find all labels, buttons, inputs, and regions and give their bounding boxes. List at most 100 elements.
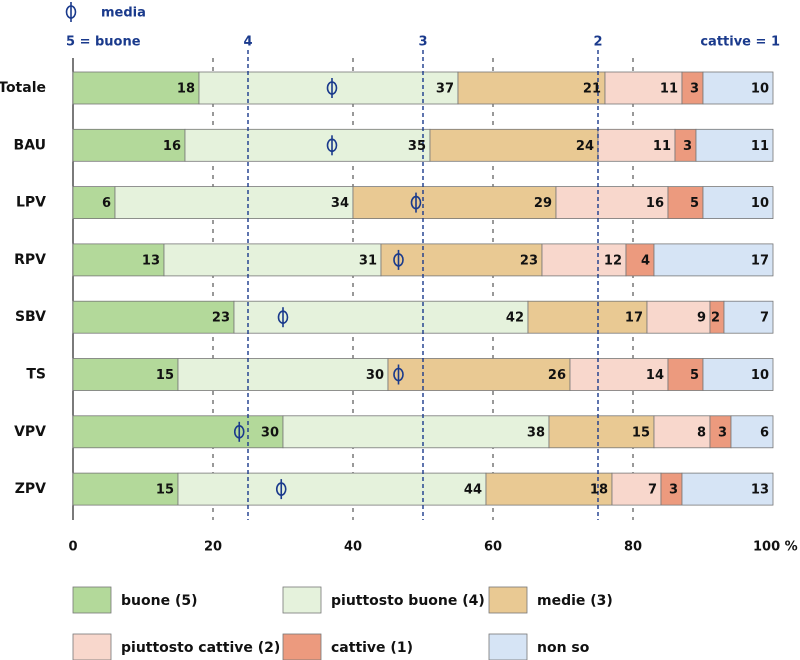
bar-segment: [72, 243, 165, 277]
value-label: 11: [660, 82, 678, 97]
mean-marker: [233, 421, 245, 442]
legend-label: buone (5): [121, 593, 197, 609]
grid-layer: [72, 58, 634, 520]
value-label: 6: [102, 196, 111, 211]
bar-segment: [457, 71, 606, 105]
bar-segment: [177, 358, 389, 391]
value-label: 38: [527, 425, 545, 440]
value-label: 13: [142, 253, 160, 268]
bar-segment: [72, 415, 284, 449]
category-label: ZPV: [15, 481, 46, 497]
legend-swatch: [72, 586, 112, 614]
x-tick-label: 100 %: [753, 540, 798, 555]
bar-segment: [72, 358, 179, 391]
bar-segment: [646, 300, 711, 334]
category-label: SBV: [15, 309, 46, 325]
value-label: 21: [583, 82, 601, 97]
bar-segment: [352, 186, 557, 220]
value-label: 8: [697, 425, 706, 440]
value-label: 17: [751, 253, 769, 268]
legend-label: cattive (1): [331, 640, 413, 656]
value-label: 7: [648, 483, 657, 498]
mean-marker: [277, 307, 289, 328]
mean-marker: [393, 249, 404, 270]
bar-segment: [730, 415, 774, 449]
bar-segment: [555, 186, 669, 220]
value-label: 17: [625, 311, 643, 326]
value-label: 3: [683, 139, 692, 154]
value-label: 2: [711, 311, 720, 326]
bar-segment: [72, 300, 235, 334]
bar-segment: [653, 243, 774, 277]
value-label: 3: [718, 425, 727, 440]
category-label: RPV: [14, 252, 46, 268]
bar-segment: [702, 358, 774, 391]
legend-swatch: [282, 586, 322, 614]
scale-line-label: 3: [418, 35, 427, 50]
value-label: 37: [436, 82, 454, 97]
category-label: VPV: [14, 424, 46, 440]
value-label: 42: [506, 311, 524, 326]
value-label: 11: [653, 139, 671, 154]
bar-segment: [72, 128, 186, 162]
legend-label: non so: [537, 640, 590, 656]
value-label: 11: [751, 139, 769, 154]
bars-layer: [72, 71, 774, 506]
bar-segment: [198, 71, 459, 105]
value-label: 10: [751, 196, 769, 211]
value-label: 16: [646, 196, 664, 211]
bar-segment: [702, 186, 774, 220]
legend-label: piuttosto cattive (2): [121, 640, 280, 656]
bar-segment: [527, 300, 648, 334]
value-label: 3: [669, 483, 678, 498]
bar-segment: [380, 243, 543, 277]
bar-segment: [702, 71, 774, 105]
bar-segment: [541, 243, 627, 277]
mean-legend-label: media: [101, 6, 146, 21]
value-label: 34: [331, 196, 349, 211]
value-label: 5: [690, 196, 699, 211]
x-tick-label: 40: [344, 540, 362, 555]
bar-segment: [695, 128, 774, 162]
x-tick-label: 20: [204, 540, 222, 555]
legend-swatch: [488, 633, 528, 660]
value-label: 12: [604, 253, 622, 268]
scale-layer: 4 3 2 5 = buone cattive = 1 media: [65, 2, 780, 520]
bar-segment: [184, 128, 431, 162]
value-label: 44: [464, 483, 482, 498]
value-label: 10: [751, 82, 769, 97]
bar-segment: [163, 243, 382, 277]
mean-marker: [326, 78, 338, 98]
category-label: TS: [26, 367, 46, 383]
legend-swatch: [488, 586, 528, 614]
value-label: 9: [697, 311, 706, 326]
value-label: 15: [156, 368, 174, 383]
value-label: 15: [156, 483, 174, 498]
x-tick-label: 60: [484, 540, 502, 555]
bar-segment: [625, 243, 655, 277]
value-label: 6: [760, 425, 769, 440]
category-label: Totale: [0, 80, 46, 96]
x-tick-label: 0: [68, 540, 77, 555]
mean-marker: [393, 364, 404, 385]
scale-line-label: 2: [593, 35, 602, 50]
bar-segment: [597, 128, 676, 162]
value-label: 35: [408, 139, 426, 154]
value-label: 3: [690, 82, 699, 97]
legend-layer: buone (5) piuttosto buone (4) medie (3) piu…: [72, 586, 613, 660]
value-label: 26: [548, 368, 566, 383]
value-label: 30: [261, 425, 279, 440]
value-label: 4: [641, 253, 650, 268]
bar-segment: [429, 128, 599, 162]
bar-segment: [282, 415, 550, 449]
value-label: 16: [163, 139, 181, 154]
scale-left-label: 5 = buone: [66, 35, 141, 50]
mean-marker: [275, 479, 287, 500]
value-label: 5: [690, 368, 699, 383]
bar-segment: [611, 472, 662, 506]
legend-label: piuttosto buone (4): [331, 593, 485, 609]
mean-legend-icon: [65, 2, 77, 22]
scale-line-label: 4: [243, 35, 252, 50]
bar-segment: [72, 472, 179, 506]
